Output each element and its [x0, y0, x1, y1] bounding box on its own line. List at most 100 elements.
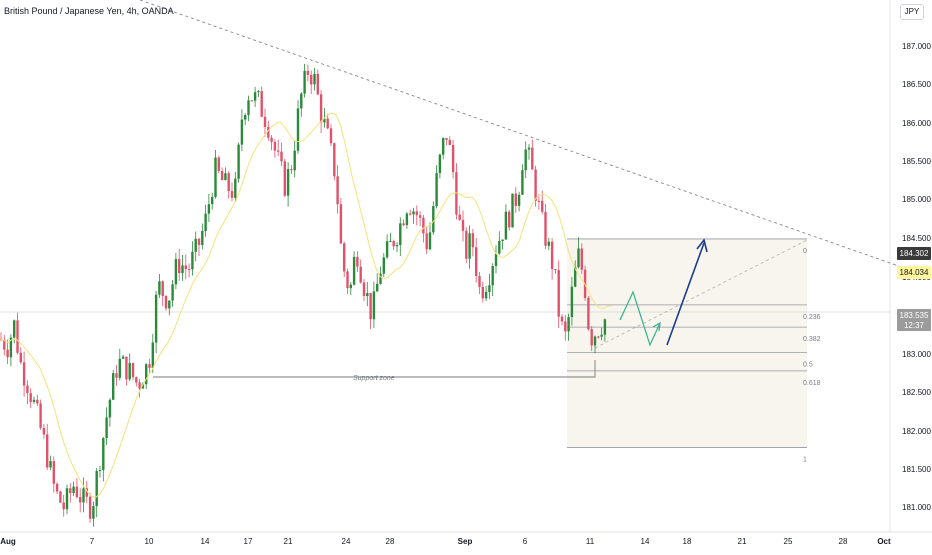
candle-down [369, 293, 372, 320]
candle-down [508, 211, 511, 228]
candle-up [204, 213, 207, 232]
candle-up [547, 241, 550, 246]
fib-level-label: 0.618 [803, 380, 821, 387]
candle-down [131, 363, 135, 378]
candle-down [46, 434, 49, 468]
candle-up [65, 488, 69, 510]
candle-down [69, 488, 72, 494]
candle-down [250, 100, 253, 102]
candle-up [494, 253, 498, 267]
candle-up [567, 317, 570, 332]
candle-down [445, 138, 448, 140]
candle-down [541, 200, 544, 212]
candle-up [376, 283, 379, 292]
candle-down [336, 176, 339, 205]
candle-down [465, 230, 468, 259]
candle-up [293, 150, 296, 171]
candle-down [22, 362, 26, 386]
candle-up [244, 115, 247, 120]
candle-up [141, 384, 145, 389]
x-axis-tick-label: 10 [145, 537, 154, 546]
support-zone-line [153, 360, 596, 378]
x-axis-tick-label: 28 [839, 537, 848, 546]
candle-up [399, 223, 402, 246]
candle-down [227, 173, 230, 192]
candle-up [49, 461, 52, 468]
candle-up [570, 286, 574, 318]
candle-down [564, 321, 567, 332]
candle-down [88, 496, 92, 519]
x-axis-tick-label: 6 [523, 537, 528, 546]
rising-projection-line [594, 239, 808, 349]
candle-down [6, 349, 9, 358]
candle-down [52, 461, 55, 484]
candle-up [234, 178, 237, 198]
candle-down [39, 403, 42, 428]
candle-up [349, 284, 352, 289]
x-axis-tick-label: 28 [386, 537, 395, 546]
candle-down [290, 169, 293, 171]
candle-down [26, 385, 29, 394]
candle-up [118, 358, 121, 378]
fib-level-label: 0.382 [803, 336, 821, 343]
candle-up [603, 319, 607, 335]
candle-up [524, 149, 527, 171]
x-axis-tick-label: 24 [342, 537, 351, 546]
candle-up [521, 170, 524, 195]
x-axis-tick-label: 11 [586, 537, 595, 546]
candle-down [587, 297, 590, 330]
currency-badge[interactable]: JPY [900, 4, 924, 20]
candle-down [270, 137, 273, 142]
candle-down [402, 223, 405, 226]
candle-up [13, 320, 16, 338]
candle-down [59, 491, 62, 503]
chart-title: British Pound / Japanese Yen, 4h, OANDA [4, 6, 174, 16]
candle-down [260, 91, 263, 117]
candle-down [36, 399, 39, 404]
candle-down [590, 329, 593, 346]
candle-down [339, 204, 343, 244]
candle-up [9, 337, 13, 358]
candle-up [174, 259, 178, 285]
candle-down [42, 427, 46, 435]
x-axis-tick-label: Oct [877, 537, 891, 546]
y-axis-tick-label: 186.500 [902, 80, 931, 89]
y-axis-tick-label: 181.500 [902, 465, 931, 474]
fib-level-label: 1 [803, 457, 807, 464]
fib-zone [567, 238, 807, 448]
candle-up [211, 196, 214, 205]
candle-up [154, 294, 158, 343]
candle-up [300, 93, 303, 109]
y-axis-tick-label: 184.500 [902, 234, 931, 243]
y-axis-tick-label: 183.000 [902, 350, 931, 359]
candle-down [514, 193, 517, 206]
candle-down [316, 73, 319, 95]
candle-up [128, 363, 131, 380]
y-axis-tick-label: 185.500 [902, 157, 931, 166]
candle-up [108, 399, 112, 418]
price-tag-label: 184.302 [900, 249, 929, 258]
projection-arrowhead [696, 238, 708, 253]
candle-down [544, 211, 547, 246]
candle-up [151, 342, 154, 368]
candle-up [72, 486, 75, 494]
candle-up [405, 213, 409, 226]
y-axis-tick-label: 187.000 [902, 42, 931, 51]
candle-down [471, 233, 475, 248]
candle-up [168, 300, 171, 309]
candle-up [504, 211, 508, 240]
price-tag-label: 184.034 [900, 268, 929, 277]
candle-down [85, 488, 88, 497]
candle-down [537, 200, 541, 202]
candle-down [273, 141, 277, 151]
candle-up [498, 240, 501, 254]
candle-up [484, 291, 488, 299]
candle-up [32, 399, 36, 402]
candle-down [362, 282, 366, 297]
candle-down [62, 502, 65, 510]
candle-up [382, 257, 385, 274]
candle-up [194, 238, 197, 252]
fib-level-label: 0 [803, 248, 807, 255]
candle-down [178, 259, 181, 274]
